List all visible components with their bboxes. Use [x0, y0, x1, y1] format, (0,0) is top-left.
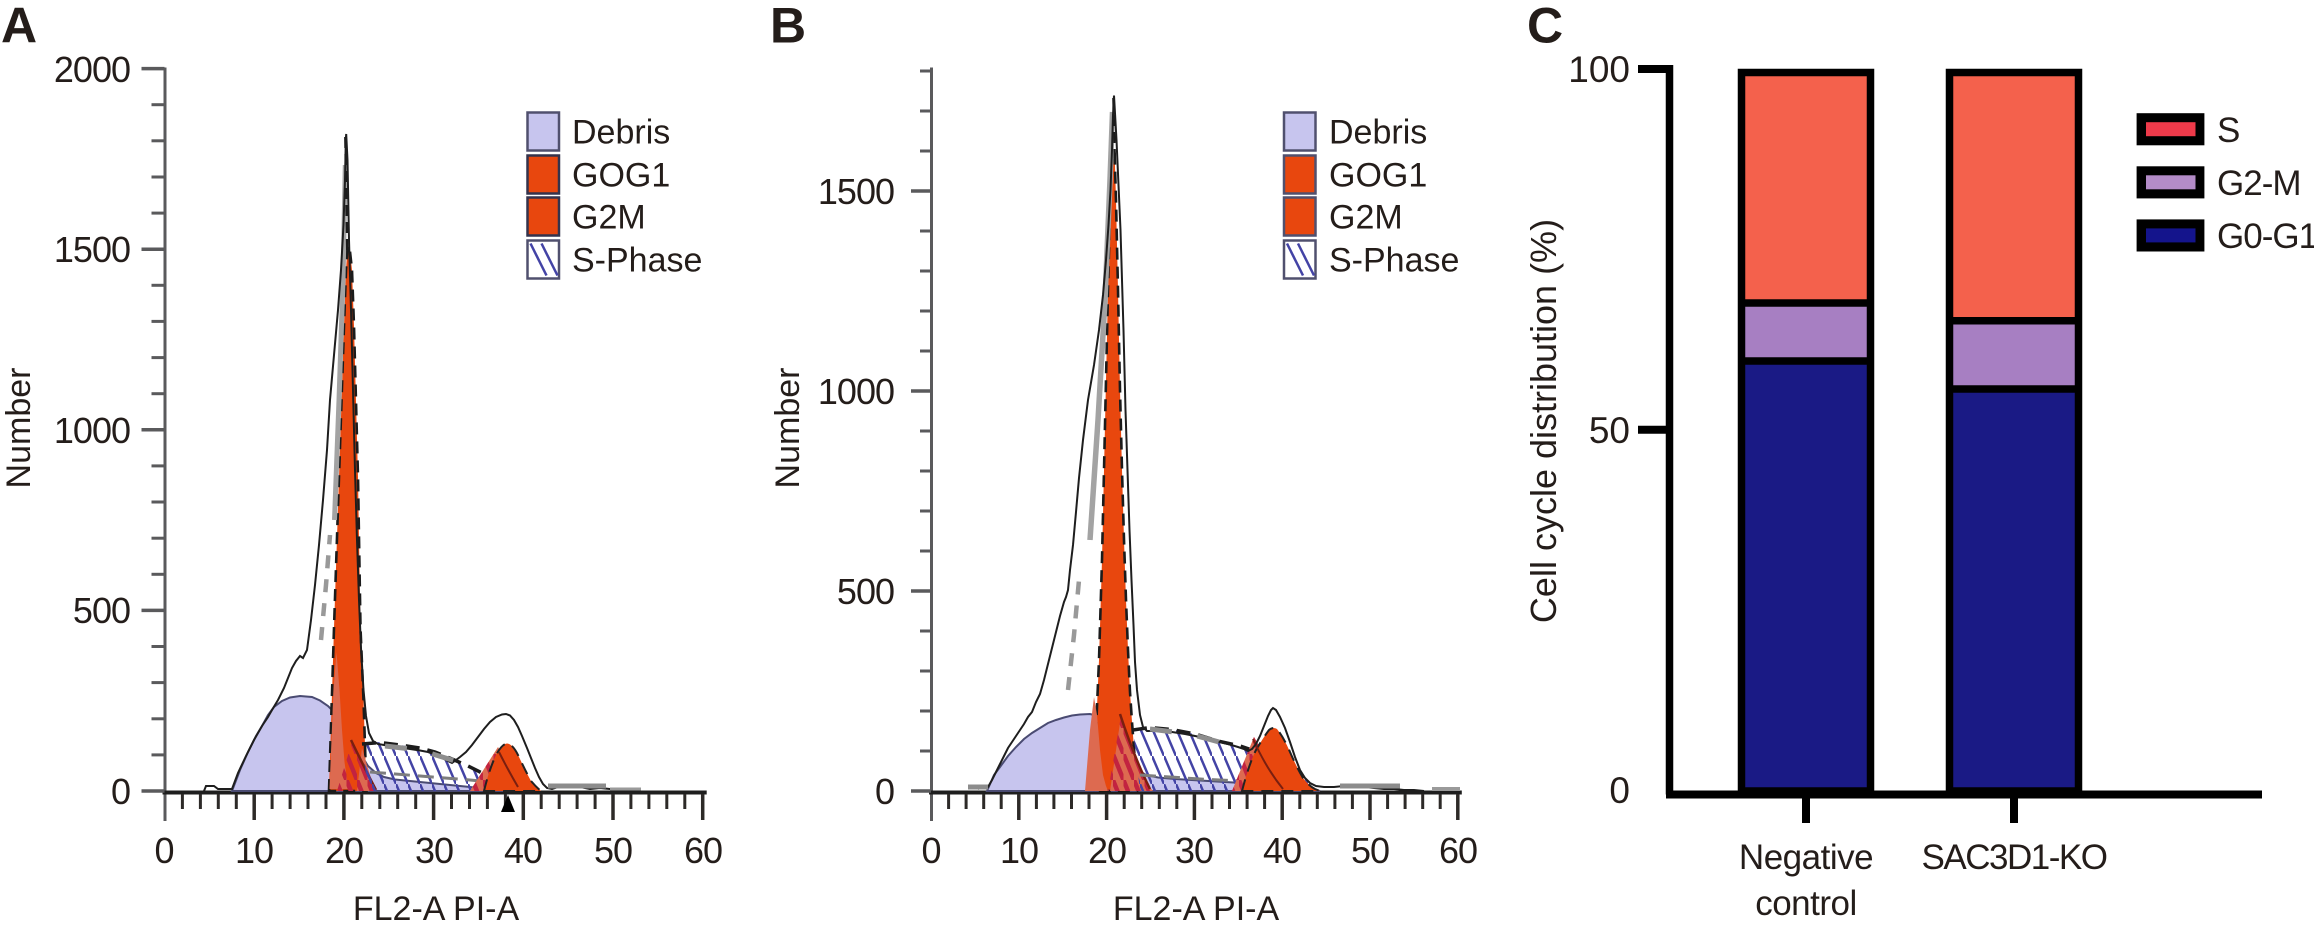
- svg-text:20: 20: [1088, 830, 1126, 871]
- svg-text:0: 0: [154, 830, 173, 871]
- svg-text:20: 20: [325, 830, 363, 871]
- svg-text:control: control: [1755, 884, 1857, 923]
- svg-text:B: B: [770, 0, 806, 54]
- svg-text:G2M: G2M: [1329, 199, 1403, 237]
- svg-text:50: 50: [594, 830, 632, 871]
- svg-text:50: 50: [1589, 410, 1630, 451]
- svg-text:100: 100: [1568, 49, 1630, 90]
- svg-text:GOG1: GOG1: [1329, 157, 1427, 195]
- svg-text:10: 10: [1000, 830, 1038, 871]
- svg-text:10: 10: [235, 830, 273, 871]
- svg-text:0: 0: [111, 771, 130, 812]
- svg-text:SAC3D1-KO: SAC3D1-KO: [1922, 838, 2107, 877]
- svg-text:40: 40: [1263, 830, 1301, 871]
- svg-text:Debris: Debris: [1329, 114, 1427, 152]
- svg-text:S-Phase: S-Phase: [1329, 242, 1459, 280]
- svg-text:C: C: [1527, 0, 1563, 54]
- svg-text:G2M: G2M: [572, 199, 646, 237]
- svg-text:40: 40: [504, 830, 542, 871]
- svg-text:1000: 1000: [54, 410, 130, 451]
- svg-text:S: S: [2217, 111, 2239, 150]
- svg-text:Number: Number: [0, 368, 38, 489]
- svg-text:Number: Number: [769, 368, 807, 489]
- svg-text:500: 500: [73, 590, 130, 631]
- svg-text:50: 50: [1351, 830, 1389, 871]
- svg-text:G0-G1: G0-G1: [2217, 217, 2314, 256]
- svg-text:1500: 1500: [818, 171, 894, 212]
- svg-text:A: A: [1, 0, 37, 54]
- svg-text:2000: 2000: [54, 49, 130, 90]
- svg-text:Debris: Debris: [572, 114, 670, 152]
- svg-text:S-Phase: S-Phase: [572, 242, 702, 280]
- svg-text:30: 30: [415, 830, 453, 871]
- svg-text:Negative: Negative: [1739, 838, 1873, 877]
- svg-text:0: 0: [921, 830, 940, 871]
- svg-text:FL2-A PI-A: FL2-A PI-A: [353, 890, 520, 928]
- svg-text:30: 30: [1175, 830, 1213, 871]
- svg-text:G2-M: G2-M: [2217, 164, 2301, 203]
- svg-text:Cell cycle distribution (%): Cell cycle distribution (%): [1523, 219, 1564, 623]
- svg-text:1000: 1000: [818, 371, 894, 412]
- svg-text:1500: 1500: [54, 229, 130, 270]
- svg-text:60: 60: [1439, 830, 1477, 871]
- svg-text:FL2-A PI-A: FL2-A PI-A: [1113, 890, 1280, 928]
- svg-text:0: 0: [1609, 770, 1630, 811]
- svg-text:0: 0: [875, 771, 894, 812]
- svg-text:500: 500: [837, 571, 894, 612]
- svg-text:60: 60: [684, 830, 722, 871]
- svg-text:GOG1: GOG1: [572, 157, 670, 195]
